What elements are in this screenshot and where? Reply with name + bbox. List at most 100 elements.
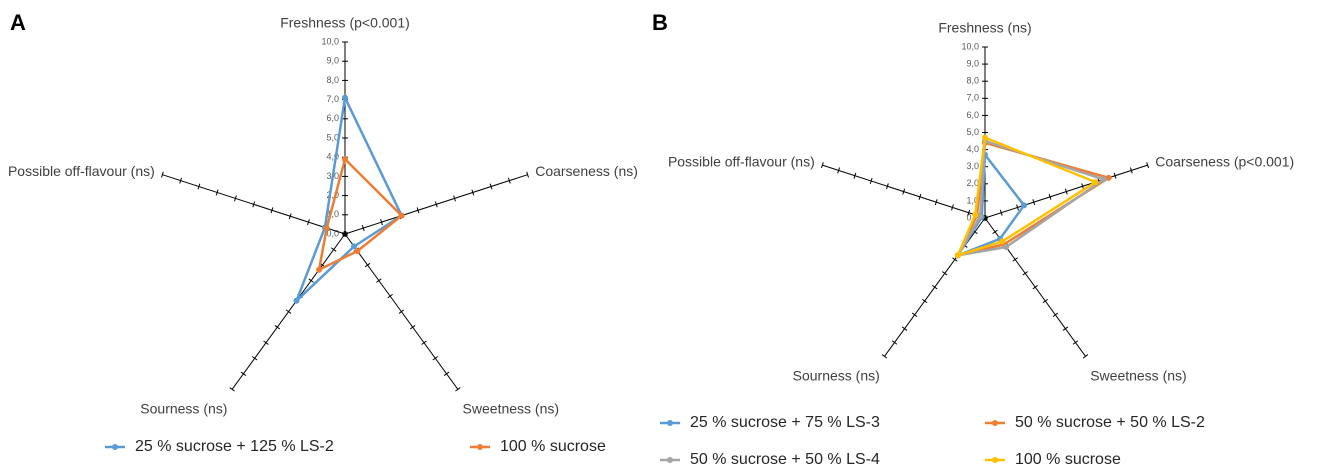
tick-mark [992, 229, 998, 235]
axis-label: Freshness (p<0.001) [280, 15, 410, 31]
axis-label: Possible off-flavour (ns) [668, 153, 815, 169]
r-tick-label: 10,0 [961, 41, 979, 51]
tick-mark [343, 230, 347, 238]
axis-label: Sweetness (ns) [1090, 368, 1186, 384]
tick-mark [983, 214, 987, 222]
tick-mark [1042, 298, 1049, 304]
marker [354, 248, 361, 255]
r-tick-label: 5,0 [326, 132, 339, 142]
tick-mark [288, 213, 292, 220]
marker [1003, 244, 1010, 251]
tick-mark [1072, 340, 1079, 345]
axis-label: Sourness (ns) [140, 401, 227, 417]
tick-mark [234, 195, 237, 202]
tick-mark [853, 172, 857, 179]
tick-mark [263, 340, 269, 345]
r-tick-label: 8,0 [326, 75, 339, 85]
legend-marker [992, 457, 998, 463]
tick-mark [489, 183, 493, 190]
legend-marker [667, 457, 673, 463]
tick-mark [1146, 162, 1150, 169]
r-tick-label: 1,0 [326, 209, 339, 219]
legend-label: 100 % sucrose [1015, 451, 1121, 468]
axis-label: Sweetness (ns) [463, 401, 559, 417]
tick-mark [307, 219, 310, 226]
tick-mark [1012, 257, 1018, 262]
tick-mark [421, 340, 427, 345]
tick-mark [308, 278, 314, 283]
tick-mark [453, 195, 456, 202]
axis-label: Sourness (ns) [793, 368, 880, 384]
tick-mark [240, 371, 247, 376]
series-line [955, 135, 1099, 258]
r-tick-label: 9,0 [326, 56, 339, 66]
marker [982, 134, 988, 141]
tick-mark [376, 278, 382, 283]
tick-mark [229, 387, 235, 392]
tick-mark [160, 171, 164, 178]
r-tick-label: 6,0 [326, 113, 339, 123]
tick-mark [1052, 312, 1059, 318]
legend-marker [992, 420, 998, 426]
tick-mark [455, 387, 461, 392]
marker [999, 238, 1006, 245]
r-tick-label: 4,0 [326, 152, 339, 162]
marker [1105, 174, 1112, 181]
tick-mark [215, 189, 219, 196]
axis-label: Coarseness (p<0.001) [1155, 153, 1294, 169]
tick-mark [252, 201, 256, 208]
r-tick-label: 7,0 [326, 94, 339, 104]
tick-mark [398, 309, 405, 314]
tick-mark [1129, 167, 1133, 174]
legend-marker [667, 420, 673, 426]
tick-mark [251, 356, 258, 361]
legend-label: 25 % sucrose + 75 % LS-3 [690, 414, 880, 431]
tick-mark [951, 204, 954, 211]
tick-mark [443, 371, 450, 376]
r-tick-label: 3,0 [966, 161, 979, 171]
marker [323, 225, 330, 232]
marker [954, 252, 961, 259]
tick-mark [1032, 285, 1038, 290]
r-tick-label: 2,0 [966, 178, 979, 188]
tick-mark [432, 356, 439, 361]
tick-mark [274, 325, 281, 330]
series-line [955, 139, 1107, 258]
tick-mark [197, 183, 201, 190]
axis-label: Freshness (ns) [938, 20, 1031, 36]
tick-mark [409, 325, 416, 330]
marker [351, 243, 358, 250]
tick-mark [886, 183, 889, 190]
marker [977, 213, 984, 220]
marker [972, 211, 979, 218]
tick-mark [270, 207, 274, 214]
r-tick-label: 6,0 [966, 110, 979, 120]
r-tick-label: 5,0 [966, 127, 979, 137]
r-tick-label: 1,0 [966, 195, 979, 205]
tick-mark [820, 162, 824, 169]
r-tick-label: 9,0 [966, 58, 979, 68]
r-tick-label: 8,0 [966, 76, 979, 86]
axis-label: Possible off-flavour (ns) [8, 163, 155, 179]
r-tick-label: 10,0 [321, 36, 339, 46]
tick-mark [416, 207, 420, 214]
tick-mark [921, 298, 928, 304]
tick-mark [434, 201, 438, 208]
tick-mark [387, 293, 393, 299]
series-line [954, 151, 1026, 258]
panel-label: B [652, 10, 668, 35]
tick-mark [1081, 183, 1084, 190]
marker [1100, 176, 1107, 183]
tick-mark [1022, 271, 1028, 276]
legend-marker [477, 444, 483, 450]
marker [293, 297, 300, 304]
tick-mark [1032, 199, 1036, 206]
tick-mark [330, 247, 337, 252]
marker [316, 266, 323, 273]
tick-mark [911, 312, 918, 318]
r-tick-label: 7,0 [966, 93, 979, 103]
tick-mark [901, 326, 908, 331]
tick-mark [1016, 204, 1019, 211]
marker [342, 156, 348, 163]
